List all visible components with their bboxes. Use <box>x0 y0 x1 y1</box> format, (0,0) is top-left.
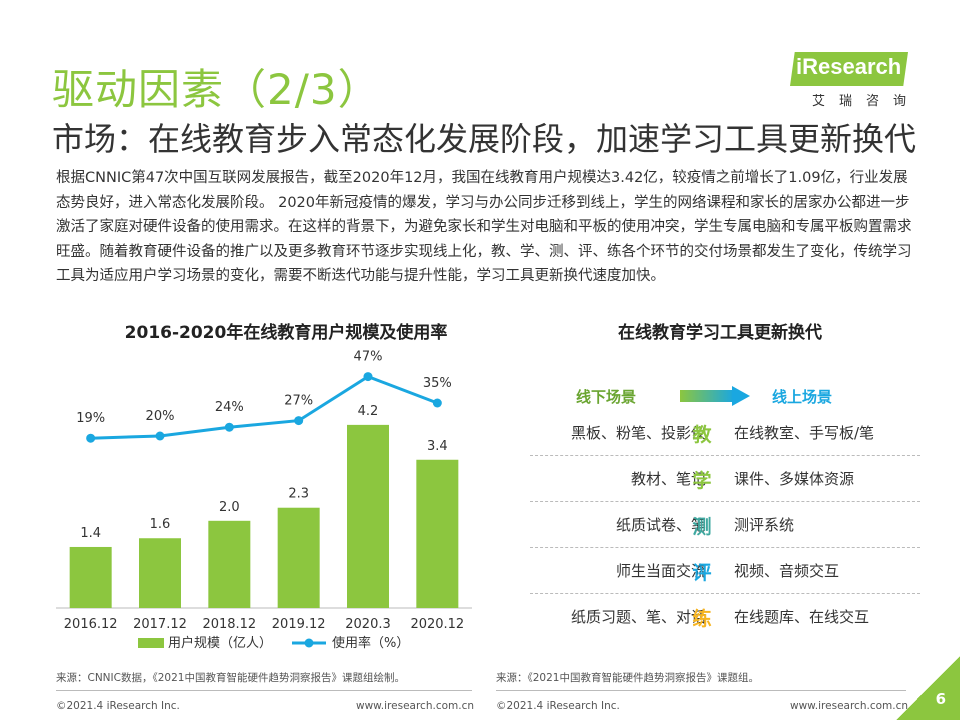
logo-badge <box>790 52 908 86</box>
line-label: 20% <box>146 409 175 424</box>
footer-url-left: www.iresearch.com.cn <box>356 700 475 712</box>
tools-row: 黑板、粉笔、投影仪 教 在线教室、手写板/笔 <box>530 410 920 456</box>
bar <box>416 459 459 608</box>
logo-brand-text: iResearch <box>796 54 902 79</box>
footer-copyright-right: ©2021.4 iResearch Inc. <box>496 700 620 712</box>
line-point <box>294 416 304 426</box>
tools-title: 在线教育学习工具更新换代 <box>618 323 822 343</box>
tools-row: 纸质习题、笔、对话 练 在线题库、在线交互 <box>530 594 920 639</box>
tools-source: 来源：《2021中国教育智能硬件趋势洞察报告》课题组。 <box>496 672 759 684</box>
user-scale-chart: 1.4 2016.12 1.6 2017.12 2.0 2018.12 2.3 2019.12… <box>56 350 472 651</box>
usage-line <box>90 374 438 440</box>
tools-row: 教材、笔记 学 课件、多媒体资源 <box>530 456 920 502</box>
offline-item: 师生当面交流 <box>615 562 706 580</box>
offline-item: 教材、笔记 <box>630 470 706 488</box>
bar-label: 2.0 <box>219 500 240 515</box>
chart-source: 来源：CNNIC数据，《2021中国教育智能硬件趋势洞察报告》课题组绘制。 <box>56 672 405 684</box>
offline-item: 黑板、粉笔、投影仪 <box>570 424 706 442</box>
stage-char: 测 <box>692 516 712 538</box>
x-tick-label: 2018.12 <box>202 617 256 632</box>
bar <box>208 520 251 608</box>
x-tick-label: 2020.3 <box>345 617 391 632</box>
line-point <box>432 398 442 408</box>
line-point <box>86 433 96 443</box>
bar-label: 4.2 <box>358 404 379 419</box>
x-tick-label: 2017.12 <box>133 617 187 632</box>
page-title: 驱动因素（2/3） <box>52 65 381 114</box>
legend-line-label: 使用率（%） <box>332 635 409 651</box>
online-item: 在线题库、在线交互 <box>734 608 870 626</box>
logo-chinese-text: 艾瑞咨询 <box>812 94 921 109</box>
arrow-head <box>732 386 750 406</box>
iresearch-logo: iResearch 艾瑞咨询 <box>790 52 910 112</box>
bar <box>69 546 112 608</box>
legend-line-marker <box>304 638 314 648</box>
offline-item: 纸质试卷、笔 <box>615 516 706 534</box>
online-item: 课件、多媒体资源 <box>734 470 855 488</box>
bar-label: 1.6 <box>150 517 171 532</box>
bar-label: 3.4 <box>427 439 448 454</box>
right-arrow-icon <box>680 386 752 406</box>
x-tick-label: 2019.12 <box>272 617 326 632</box>
line-point <box>363 372 373 382</box>
line-label: 47% <box>354 350 383 365</box>
arrow-shaft <box>680 390 734 402</box>
footer-divider-right <box>496 690 906 691</box>
bar-label: 2.3 <box>288 487 309 502</box>
chart-title: 2016-2020年在线教育用户规模及使用率 <box>124 323 448 343</box>
x-tick-label: 2020.12 <box>410 617 464 632</box>
tools-row: 纸质试卷、笔 测 测评系统 <box>530 502 920 548</box>
corner-decoration <box>896 656 960 720</box>
footer-copyright-left: ©2021.4 iResearch Inc. <box>56 700 180 712</box>
body-text: 根据CNNIC第47次中国互联网发展报告，截至2020年12月，我国在线教育用户… <box>56 170 912 285</box>
tools-row: 师生当面交流 评 视频、音频交互 <box>530 548 920 594</box>
line-point <box>155 431 165 441</box>
tools-table: 黑板、粉笔、投影仪 教 在线教室、手写板/笔 教材、笔记 学 课件、多媒体资源 … <box>530 410 920 639</box>
online-item: 在线教室、手写板/笔 <box>734 424 875 442</box>
online-item: 测评系统 <box>734 516 795 534</box>
stage-char: 练 <box>692 608 712 630</box>
page-number: 6 <box>935 690 946 708</box>
online-header: 线上场景 <box>772 388 833 406</box>
footer-divider-left <box>56 690 472 691</box>
bar-label: 1.4 <box>80 526 101 541</box>
page-subtitle: 市场：在线教育步入常态化发展阶段，加速学习工具更新换代 <box>52 120 917 158</box>
line-point <box>224 422 234 432</box>
legend-bar-swatch <box>138 638 164 648</box>
offline-header: 线下场景 <box>576 388 637 406</box>
stage-char: 教 <box>692 424 712 446</box>
stage-char: 学 <box>692 470 712 492</box>
offline-item: 纸质习题、笔、对话 <box>570 608 706 626</box>
line-label: 35% <box>423 376 452 391</box>
line-label: 27% <box>284 394 313 409</box>
line-label: 19% <box>76 411 105 426</box>
legend-bar-label: 用户规模（亿人） <box>168 635 272 651</box>
x-tick-label: 2016.12 <box>64 617 118 632</box>
footer-url-right: www.iresearch.com.cn <box>790 700 909 712</box>
body-paragraph: 根据CNNIC第47次中国互联网发展报告，截至2020年12月，我国在线教育用户… <box>56 166 916 289</box>
bar <box>347 424 389 608</box>
online-item: 视频、音频交互 <box>734 562 840 580</box>
line-label: 24% <box>215 400 244 415</box>
bar <box>277 507 320 608</box>
bar <box>139 538 181 608</box>
stage-char: 评 <box>692 562 712 584</box>
